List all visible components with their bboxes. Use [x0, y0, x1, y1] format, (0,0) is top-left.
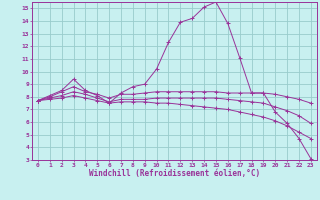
X-axis label: Windchill (Refroidissement éolien,°C): Windchill (Refroidissement éolien,°C) [89, 169, 260, 178]
